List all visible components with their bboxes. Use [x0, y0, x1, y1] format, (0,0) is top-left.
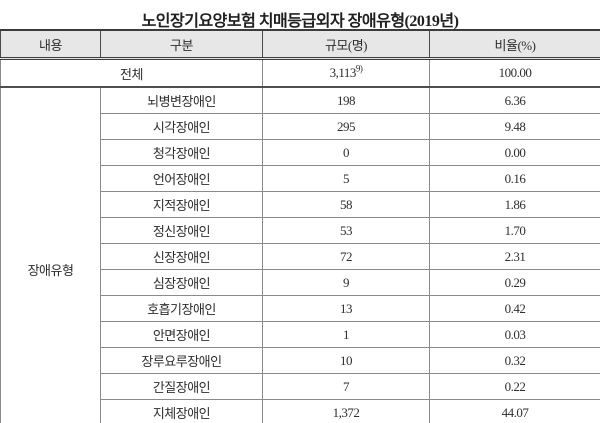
- category-cell: 정신장애인: [100, 217, 263, 244]
- table-row: 간질장애인 7 0.22: [1, 373, 600, 400]
- disability-type-table: 내용 구분 규모(명) 비율(%) 전체 3,1139) 100.00 장애유형…: [0, 29, 600, 423]
- ratio-cell: 44.07: [429, 399, 600, 423]
- header-content: 내용: [0, 30, 101, 60]
- category-cell: 호흡기장애인: [100, 295, 263, 322]
- count-cell: 10: [262, 347, 430, 374]
- header-category: 구분: [100, 30, 263, 60]
- table-row: 신장장애인 72 2.31: [1, 243, 600, 270]
- category-cell: 뇌병변장애인: [100, 86, 263, 114]
- ratio-cell: 9.48: [429, 113, 600, 140]
- count-cell: 7: [262, 373, 430, 400]
- count-cell: 13: [262, 295, 430, 322]
- ratio-cell: 0.29: [429, 269, 600, 296]
- category-cell: 장루요루장애인: [100, 347, 263, 374]
- table-row: 정신장애인 53 1.70: [1, 217, 600, 244]
- total-count-value: 3,113: [329, 65, 357, 80]
- ratio-cell: 0.16: [429, 165, 600, 192]
- table-title: 노인장기요양보험 치매등급외자 장애유형(2019년): [141, 13, 459, 30]
- total-row: 전체 3,1139) 100.00: [0, 58, 600, 88]
- table-row: 심장장애인 9 0.29: [1, 269, 600, 296]
- count-cell: 295: [262, 113, 430, 140]
- disability-rows: 장애유형 뇌병변장애인 198 6.36 시각장애인 295 9.48 청각장애인 0 0.00 언…: [0, 86, 600, 423]
- table-row: 장루요루장애인 10 0.32: [1, 347, 600, 374]
- category-cell: 안면장애인: [100, 321, 263, 348]
- ratio-cell: 1.86: [429, 191, 600, 218]
- count-cell: 53: [262, 217, 430, 244]
- ratio-cell: 0.22: [429, 373, 600, 400]
- ratio-cell: 2.31: [429, 243, 600, 270]
- count-cell: 0: [262, 139, 430, 166]
- category-cell: 신장장애인: [100, 243, 263, 270]
- total-label-cell: 전체: [0, 58, 263, 88]
- table-row: 지적장애인 58 1.86: [1, 191, 600, 218]
- total-ratio-cell: 100.00: [429, 58, 600, 88]
- ratio-cell: 0.03: [429, 321, 600, 348]
- category-cell: 간질장애인: [100, 373, 263, 400]
- count-cell: 1: [262, 321, 430, 348]
- footnote-marker: 9): [355, 63, 363, 74]
- header-ratio: 비율(%): [429, 30, 600, 60]
- count-cell: 5: [262, 165, 430, 192]
- table-row: 청각장애인 0 0.00: [1, 139, 600, 166]
- count-cell: 198: [262, 86, 430, 114]
- ratio-cell: 0.32: [429, 347, 600, 374]
- ratio-cell: 0.00: [429, 139, 600, 166]
- table-row: 안면장애인 1 0.03: [1, 321, 600, 348]
- header-count: 규모(명): [262, 30, 430, 60]
- count-cell: 58: [262, 191, 430, 218]
- category-cell: 심장장애인: [100, 269, 263, 296]
- category-cell: 언어장애인: [100, 165, 263, 192]
- category-cell: 지적장애인: [100, 191, 263, 218]
- category-cell: 시각장애인: [100, 113, 263, 140]
- category-cell: 지체장애인: [100, 399, 263, 423]
- count-cell: 1,372: [262, 399, 430, 423]
- ratio-cell: 0.42: [429, 295, 600, 322]
- table-row: 언어장애인 5 0.16: [1, 165, 600, 192]
- total-count-cell: 3,1139): [262, 58, 430, 88]
- table-row: 장애유형 뇌병변장애인 198 6.36: [0, 86, 600, 423]
- table-row: 시각장애인 295 9.48: [1, 113, 600, 140]
- count-cell: 72: [262, 243, 430, 270]
- table-row: 호흡기장애인 13 0.42: [1, 295, 600, 322]
- ratio-cell: 6.36: [429, 86, 600, 114]
- header-row: 내용 구분 규모(명) 비율(%): [0, 30, 600, 60]
- group-label-cell: 장애유형: [0, 86, 101, 423]
- category-cell: 청각장애인: [100, 139, 263, 166]
- ratio-cell: 1.70: [429, 217, 600, 244]
- table-header: 내용 구분 규모(명) 비율(%): [0, 30, 600, 60]
- table-row: 지체장애인 1,372 44.07: [1, 399, 600, 423]
- count-cell: 9: [262, 269, 430, 296]
